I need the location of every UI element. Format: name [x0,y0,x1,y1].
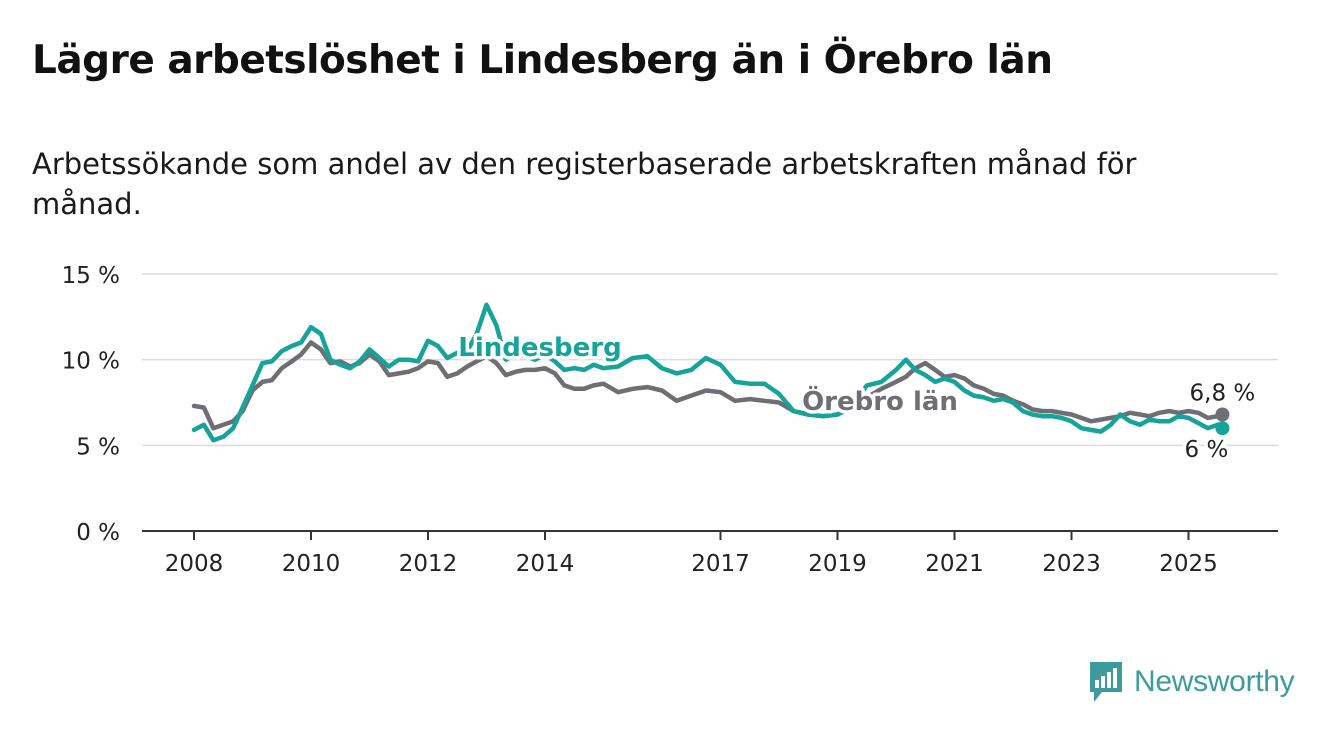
series-name-label: Lindesberg [458,333,621,363]
end-value-label: 6,8 % [1190,380,1256,406]
y-tick-label: 0 % [76,520,120,546]
series-line-0 [191,340,1225,431]
chart-subtitle: Arbetssökande som andel av den registerb… [32,147,1137,221]
chart-title: Lägre arbetslöshet i Lindesberg än i Öre… [32,38,1053,83]
x-tick-label: 2017 [691,551,750,577]
end-value-label: 6 % [1185,437,1229,463]
newsworthy-logo: Newsworthy [1088,660,1295,704]
series-end-point [1215,421,1230,436]
y-tick-label: 15 % [62,263,120,289]
x-tick-label: 2025 [1159,551,1218,577]
y-axis-ticks: 0 % 5 % 10 % 15 % [62,263,120,546]
series-name-label: Örebro län [802,384,958,417]
series-labels: Lindesberg Örebro län 6,8 % 6 % [455,330,1259,467]
x-tick-label: 2019 [808,551,867,577]
series-line-1 [191,302,1225,443]
bar-chart-speech-bubble-icon [1090,662,1122,702]
series-lines [191,302,1230,443]
x-axis: 2008 2010 2012 2014 2017 2019 2021 2023 2025 [142,530,1278,577]
series-end-point [1215,407,1230,422]
x-tick-label: 2021 [925,551,984,577]
x-tick-label: 2014 [516,551,575,577]
y-tick-label: 10 % [62,349,120,375]
x-tick-label: 2012 [399,551,458,577]
x-tick-label: 2010 [282,551,341,577]
x-tick-label: 2023 [1042,551,1101,577]
x-tick-label: 2008 [165,551,224,577]
brand-name: Newsworthy [1134,665,1295,698]
y-tick-label: 5 % [76,434,120,460]
